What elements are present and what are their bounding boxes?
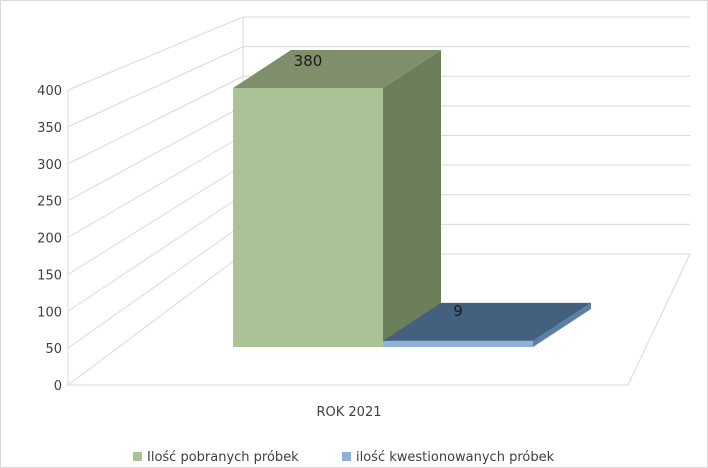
x-category-label: ROK 2021 (316, 405, 381, 420)
legend-label: Ilość pobranych próbek (147, 450, 299, 465)
side-gridline (67, 75, 244, 165)
legend: Ilość pobranych próbek ilość kwestionowan… (133, 450, 555, 465)
y-tick-label: 400 (37, 84, 62, 99)
side-gridline (67, 46, 244, 128)
bar-top-2 (383, 302, 591, 341)
side-gridline (67, 164, 244, 275)
x-axis-categories: ROK 2021 (316, 405, 381, 420)
y-tick-label: 350 (37, 121, 62, 136)
y-tick-label: 100 (37, 305, 62, 320)
bar-side-2 (533, 302, 591, 347)
y-tick-label: 150 (37, 268, 62, 283)
y-tick-label: 250 (37, 195, 62, 210)
legend-label: ilość kwestionowanych próbek (356, 450, 555, 465)
bars (233, 50, 591, 347)
bar-top-1 (233, 50, 441, 88)
y-tick-label: 50 (45, 342, 62, 357)
legend-swatch (133, 452, 142, 461)
y-tick-label: 0 (54, 379, 62, 394)
side-gridline (67, 105, 244, 202)
side-gridline (67, 223, 244, 349)
y-tick-label: 200 (37, 232, 62, 247)
legend-swatch (342, 452, 351, 461)
side-gridline (67, 194, 244, 312)
bar-front-2 (383, 340, 533, 347)
side-gridline (67, 16, 244, 91)
side-gridline (67, 135, 244, 238)
data-label: 9 (453, 302, 463, 320)
bar-front-1 (233, 88, 383, 347)
floor-outline (66, 253, 691, 386)
y-tick-label: 300 (37, 158, 62, 173)
data-label: 380 (294, 52, 323, 70)
y-axis-ticks: 0 50 100 150 200 250 300 350 400 (37, 84, 62, 394)
data-labels: 380 9 (294, 52, 463, 320)
bar-side-1 (383, 50, 441, 347)
